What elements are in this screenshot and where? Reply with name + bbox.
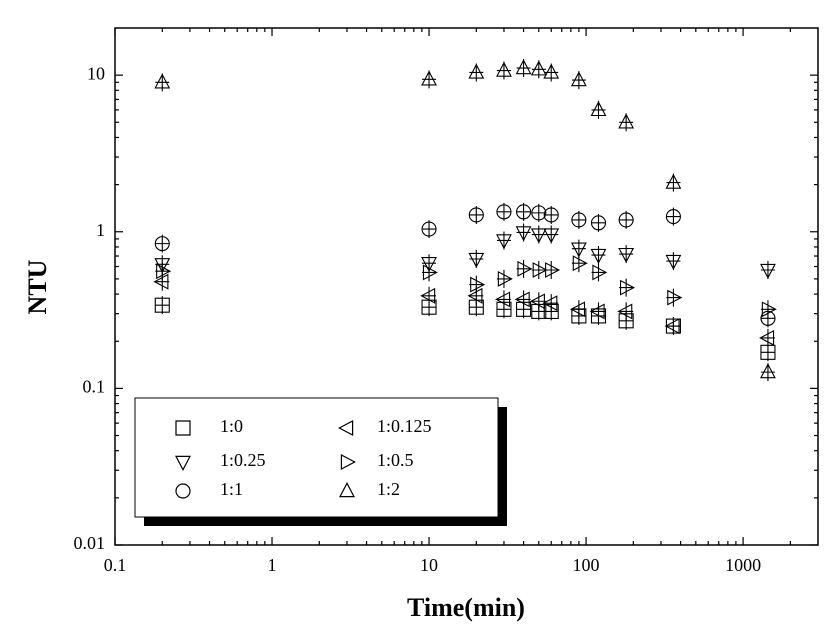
x-tick-label: 100 <box>573 555 600 575</box>
data-point <box>760 309 776 328</box>
x-tick-label: 10 <box>420 555 438 575</box>
data-point <box>154 296 170 315</box>
legend-label: 1:2 <box>377 479 400 499</box>
data-point <box>154 234 170 253</box>
data-point <box>515 59 532 78</box>
data-point <box>570 71 587 90</box>
data-point <box>155 262 172 281</box>
x-tick-label: 1 <box>268 555 277 575</box>
data-point <box>617 302 634 321</box>
plot-frame <box>114 27 819 546</box>
data-point <box>515 223 532 242</box>
data-point <box>421 70 437 89</box>
legend-marker <box>175 420 191 436</box>
data-point <box>665 207 681 226</box>
data-point <box>759 328 775 347</box>
data-point <box>543 63 560 82</box>
legend-label: 1:0.5 <box>377 450 414 470</box>
data-point <box>154 73 171 92</box>
data-point <box>496 202 512 221</box>
x-tick-label: 1000 <box>725 555 761 575</box>
legend-marker <box>340 454 356 470</box>
legend-marker <box>338 420 354 436</box>
y-tick-label: 0.01 <box>74 533 106 553</box>
data-point <box>590 213 607 232</box>
data-point <box>516 259 533 278</box>
data-point <box>760 363 776 382</box>
data-point <box>514 290 531 309</box>
data-point <box>468 250 485 269</box>
data-point <box>530 225 547 244</box>
data-point <box>589 302 606 321</box>
legend-marker <box>175 455 191 471</box>
x-tick-label: 0.1 <box>104 555 127 575</box>
data-point <box>666 288 683 307</box>
data-point <box>544 260 561 279</box>
legend-marker <box>339 482 355 498</box>
data-point <box>571 254 588 273</box>
data-point <box>591 263 608 282</box>
data-point <box>495 290 511 309</box>
data-point <box>531 203 547 222</box>
legend-label: 1:0 <box>220 416 243 436</box>
data-point <box>468 63 485 82</box>
data-point <box>543 225 560 244</box>
data-point <box>664 317 681 336</box>
data-point <box>665 252 682 271</box>
x-axis-label: Time(min) <box>407 593 525 622</box>
data-point <box>760 260 776 279</box>
data-point <box>516 202 532 221</box>
legend-label: 1:0.25 <box>220 450 266 470</box>
data-point <box>590 246 607 265</box>
data-point <box>468 205 484 224</box>
data-point <box>496 61 512 80</box>
legend-box <box>134 397 499 518</box>
data-point <box>421 220 437 239</box>
data-point <box>422 263 438 282</box>
data-point <box>618 113 635 132</box>
y-tick-label: 0.1 <box>83 377 106 397</box>
data-point <box>531 260 548 279</box>
data-point <box>619 278 636 297</box>
data-point <box>469 275 486 294</box>
legend-label: 1:0.125 <box>377 416 432 436</box>
data-point <box>569 300 586 319</box>
y-tick-label: 10 <box>87 63 105 83</box>
data-point <box>496 231 512 250</box>
legend-label: 1:1 <box>220 479 243 499</box>
data-point <box>590 100 607 119</box>
data-point <box>420 286 437 305</box>
data-point <box>618 210 634 229</box>
data-point <box>571 210 587 229</box>
data-point <box>618 245 635 264</box>
data-point <box>529 292 546 311</box>
data-point <box>530 60 547 79</box>
y-axis-label: NTU <box>23 259 52 314</box>
y-tick-label: 1 <box>96 220 105 240</box>
data-point <box>543 205 559 224</box>
legend-marker <box>175 483 191 499</box>
data-point <box>665 173 682 192</box>
data-point <box>496 269 513 288</box>
data-point <box>542 294 559 313</box>
